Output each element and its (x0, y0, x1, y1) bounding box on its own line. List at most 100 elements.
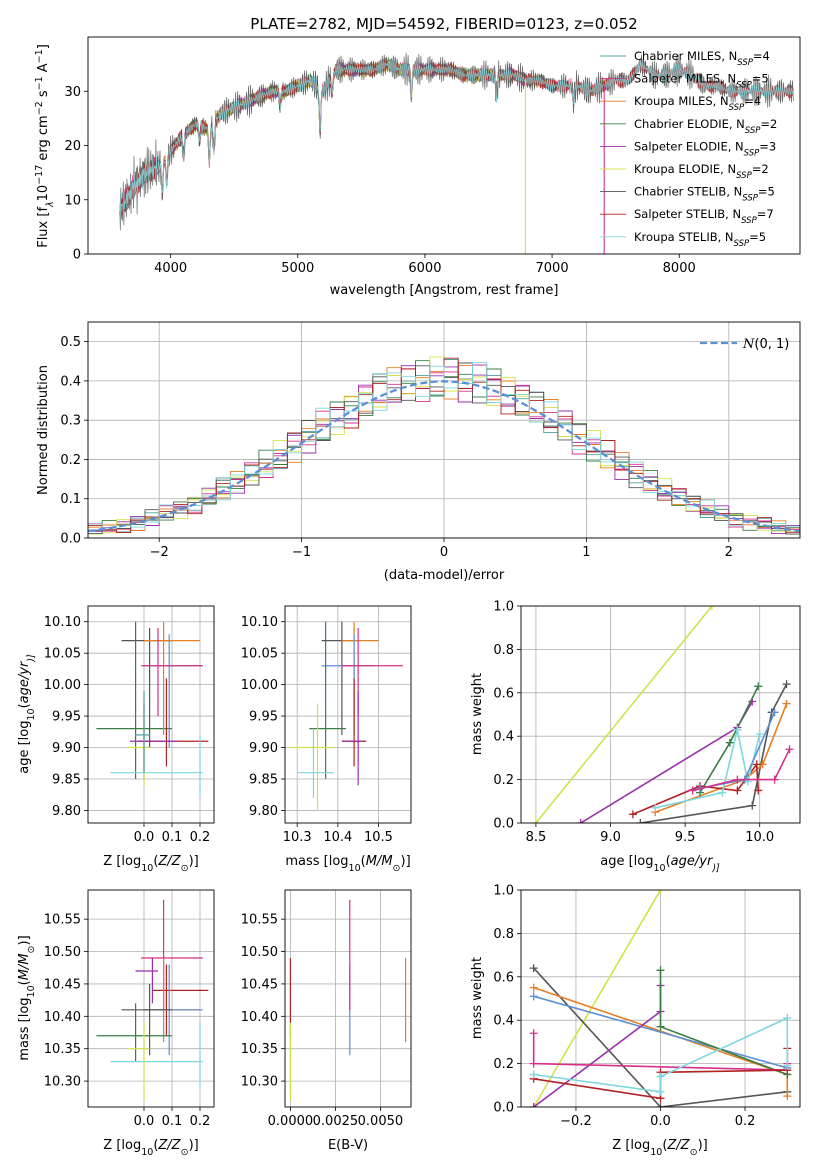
weight-line (692, 748, 791, 792)
y-tick-label: 10.10 (241, 615, 278, 630)
x-tick-label: −2 (150, 545, 169, 560)
y-tick-label: 10.35 (44, 1042, 81, 1057)
plot-area (88, 322, 800, 538)
y-tick-label: 10.55 (44, 913, 81, 928)
label-part: age/yr (17, 660, 32, 703)
plot-area (119, 53, 794, 254)
y-tick-label: 0.1 (60, 492, 81, 507)
legend-label-text: =5 (749, 230, 766, 244)
label-part: ( (361, 854, 366, 869)
weight-marker (529, 983, 538, 992)
y-tick-label: 10.00 (241, 678, 278, 693)
y-tick-label: 10.00 (44, 678, 81, 693)
label-part: 10 (141, 1147, 153, 1158)
x-tick-label: 0.2 (735, 1114, 756, 1129)
label-part: 10 (26, 708, 37, 720)
y-tick-label: 0.8 (493, 643, 514, 658)
axes-frame (87, 889, 215, 1108)
x-tick-label: 0.0 (650, 1114, 671, 1129)
label-part: 10 (141, 863, 153, 874)
legend-label: Kroupa STELIB, NSSP=5 (634, 230, 766, 249)
label-part: age [log (17, 720, 32, 773)
y-tick-label: 10.05 (241, 647, 278, 662)
label-part: Z [log (612, 1138, 650, 1153)
legend-label-text: =3 (759, 139, 776, 153)
label-part: ⊙ (181, 1147, 189, 1158)
weight-marker (656, 966, 665, 975)
label-part: ⊙ (393, 863, 401, 874)
label-part: 10 (36, 185, 51, 202)
legend-label-text: Kroupa STELIB, N (634, 230, 734, 244)
label-part: )] (401, 854, 411, 869)
y-tick-label: 10.10 (44, 615, 81, 630)
legend-label-sub: SSP (736, 81, 752, 91)
label-part: Flux [f (36, 207, 51, 248)
label-part: ( (153, 1138, 158, 1153)
legend-label: Chabrier STELIB, NSSP=5 (634, 185, 775, 204)
label-part: ( (662, 1138, 667, 1153)
histogram-series (88, 361, 800, 538)
label-part: −2 (34, 101, 45, 115)
y-tick-label: 9.80 (249, 804, 278, 819)
y-tick-label: 0.0 (493, 1101, 514, 1116)
weight-marker (770, 708, 779, 717)
axis-label: age [log10(age/yr)] (17, 654, 37, 774)
legend-label-text: Chabrier MILES, N (634, 49, 737, 63)
label-part: ⊙ (181, 863, 189, 874)
legend-label: Kroupa MILES, NSSP=4 (634, 94, 761, 113)
axis-label: Flux [fλ10−17 erg cm−2 s−1 A−1] (34, 44, 56, 248)
x-tick-label: 7000 (536, 261, 569, 276)
legend-label-sub: SSP (745, 126, 761, 136)
weight-marker (531, 819, 540, 823)
y-tick-label: 0.6 (493, 686, 514, 701)
label-part: s (36, 90, 51, 101)
x-tick-label: 0 (440, 545, 448, 560)
y-tick-label: 10 (64, 193, 81, 208)
y-tick-label: 10.45 (241, 977, 278, 992)
x-tick-label: 8.5 (526, 830, 547, 845)
legend-label-text: =2 (760, 117, 777, 131)
weight-marker (636, 819, 645, 823)
y-tick-label: 20 (64, 139, 81, 154)
label-part: )] (189, 1138, 199, 1153)
weight-marker (529, 1070, 538, 1079)
weight-marker (656, 1022, 665, 1031)
label-part: )] (698, 1138, 708, 1153)
label-part: ( (17, 980, 32, 985)
axis-label: Z [log10(Z/Z⊙)] (103, 1138, 198, 1158)
weight-marker (628, 810, 637, 819)
gaussian-curve (88, 380, 800, 533)
y-axis-label: mass weight (470, 957, 485, 1039)
weight-marker (529, 1103, 538, 1107)
label-part: )] (189, 854, 199, 869)
weight-marker (656, 1087, 665, 1096)
legend-label: N(0, 1) (742, 337, 789, 352)
spectrum-line (119, 59, 794, 223)
label-part: Z [log (103, 854, 141, 869)
legend-label: Salpeter MILES, NSSP=5 (634, 72, 769, 91)
y-tick-label: 10.35 (241, 1042, 278, 1057)
weight-marker (707, 606, 716, 610)
legend-label-sub: SSP (744, 148, 760, 158)
legend-label-text: =4 (753, 49, 770, 63)
label-part: M/M (17, 953, 32, 980)
label-part: mass [log (285, 854, 348, 869)
weight-marker (656, 1103, 665, 1107)
x-tick-label: −1 (292, 545, 311, 560)
x-tick-label: 0.0 (134, 1114, 155, 1129)
y-tick-label: 1.0 (493, 600, 514, 615)
legend-label: Salpeter ELODIE, NSSP=3 (634, 139, 776, 158)
x-tick-label: 0.1 (162, 830, 183, 845)
axes-frame (520, 605, 801, 824)
label-part: −17 (34, 165, 45, 185)
x-tick-label: 0.2 (190, 1114, 211, 1129)
legend-label-sub: SSP (741, 216, 757, 226)
y-tick-label: 10.55 (241, 913, 278, 928)
legend-label-text: Salpeter STELIB, N (634, 207, 741, 221)
y-tick-label: 9.95 (249, 710, 278, 725)
x-axis-label: E(B-V) (328, 1138, 368, 1153)
label-part: 10 (654, 863, 666, 874)
legend-label-text: =7 (757, 207, 774, 221)
label-part: ⊙ (26, 946, 37, 954)
weight-marker (718, 788, 727, 797)
